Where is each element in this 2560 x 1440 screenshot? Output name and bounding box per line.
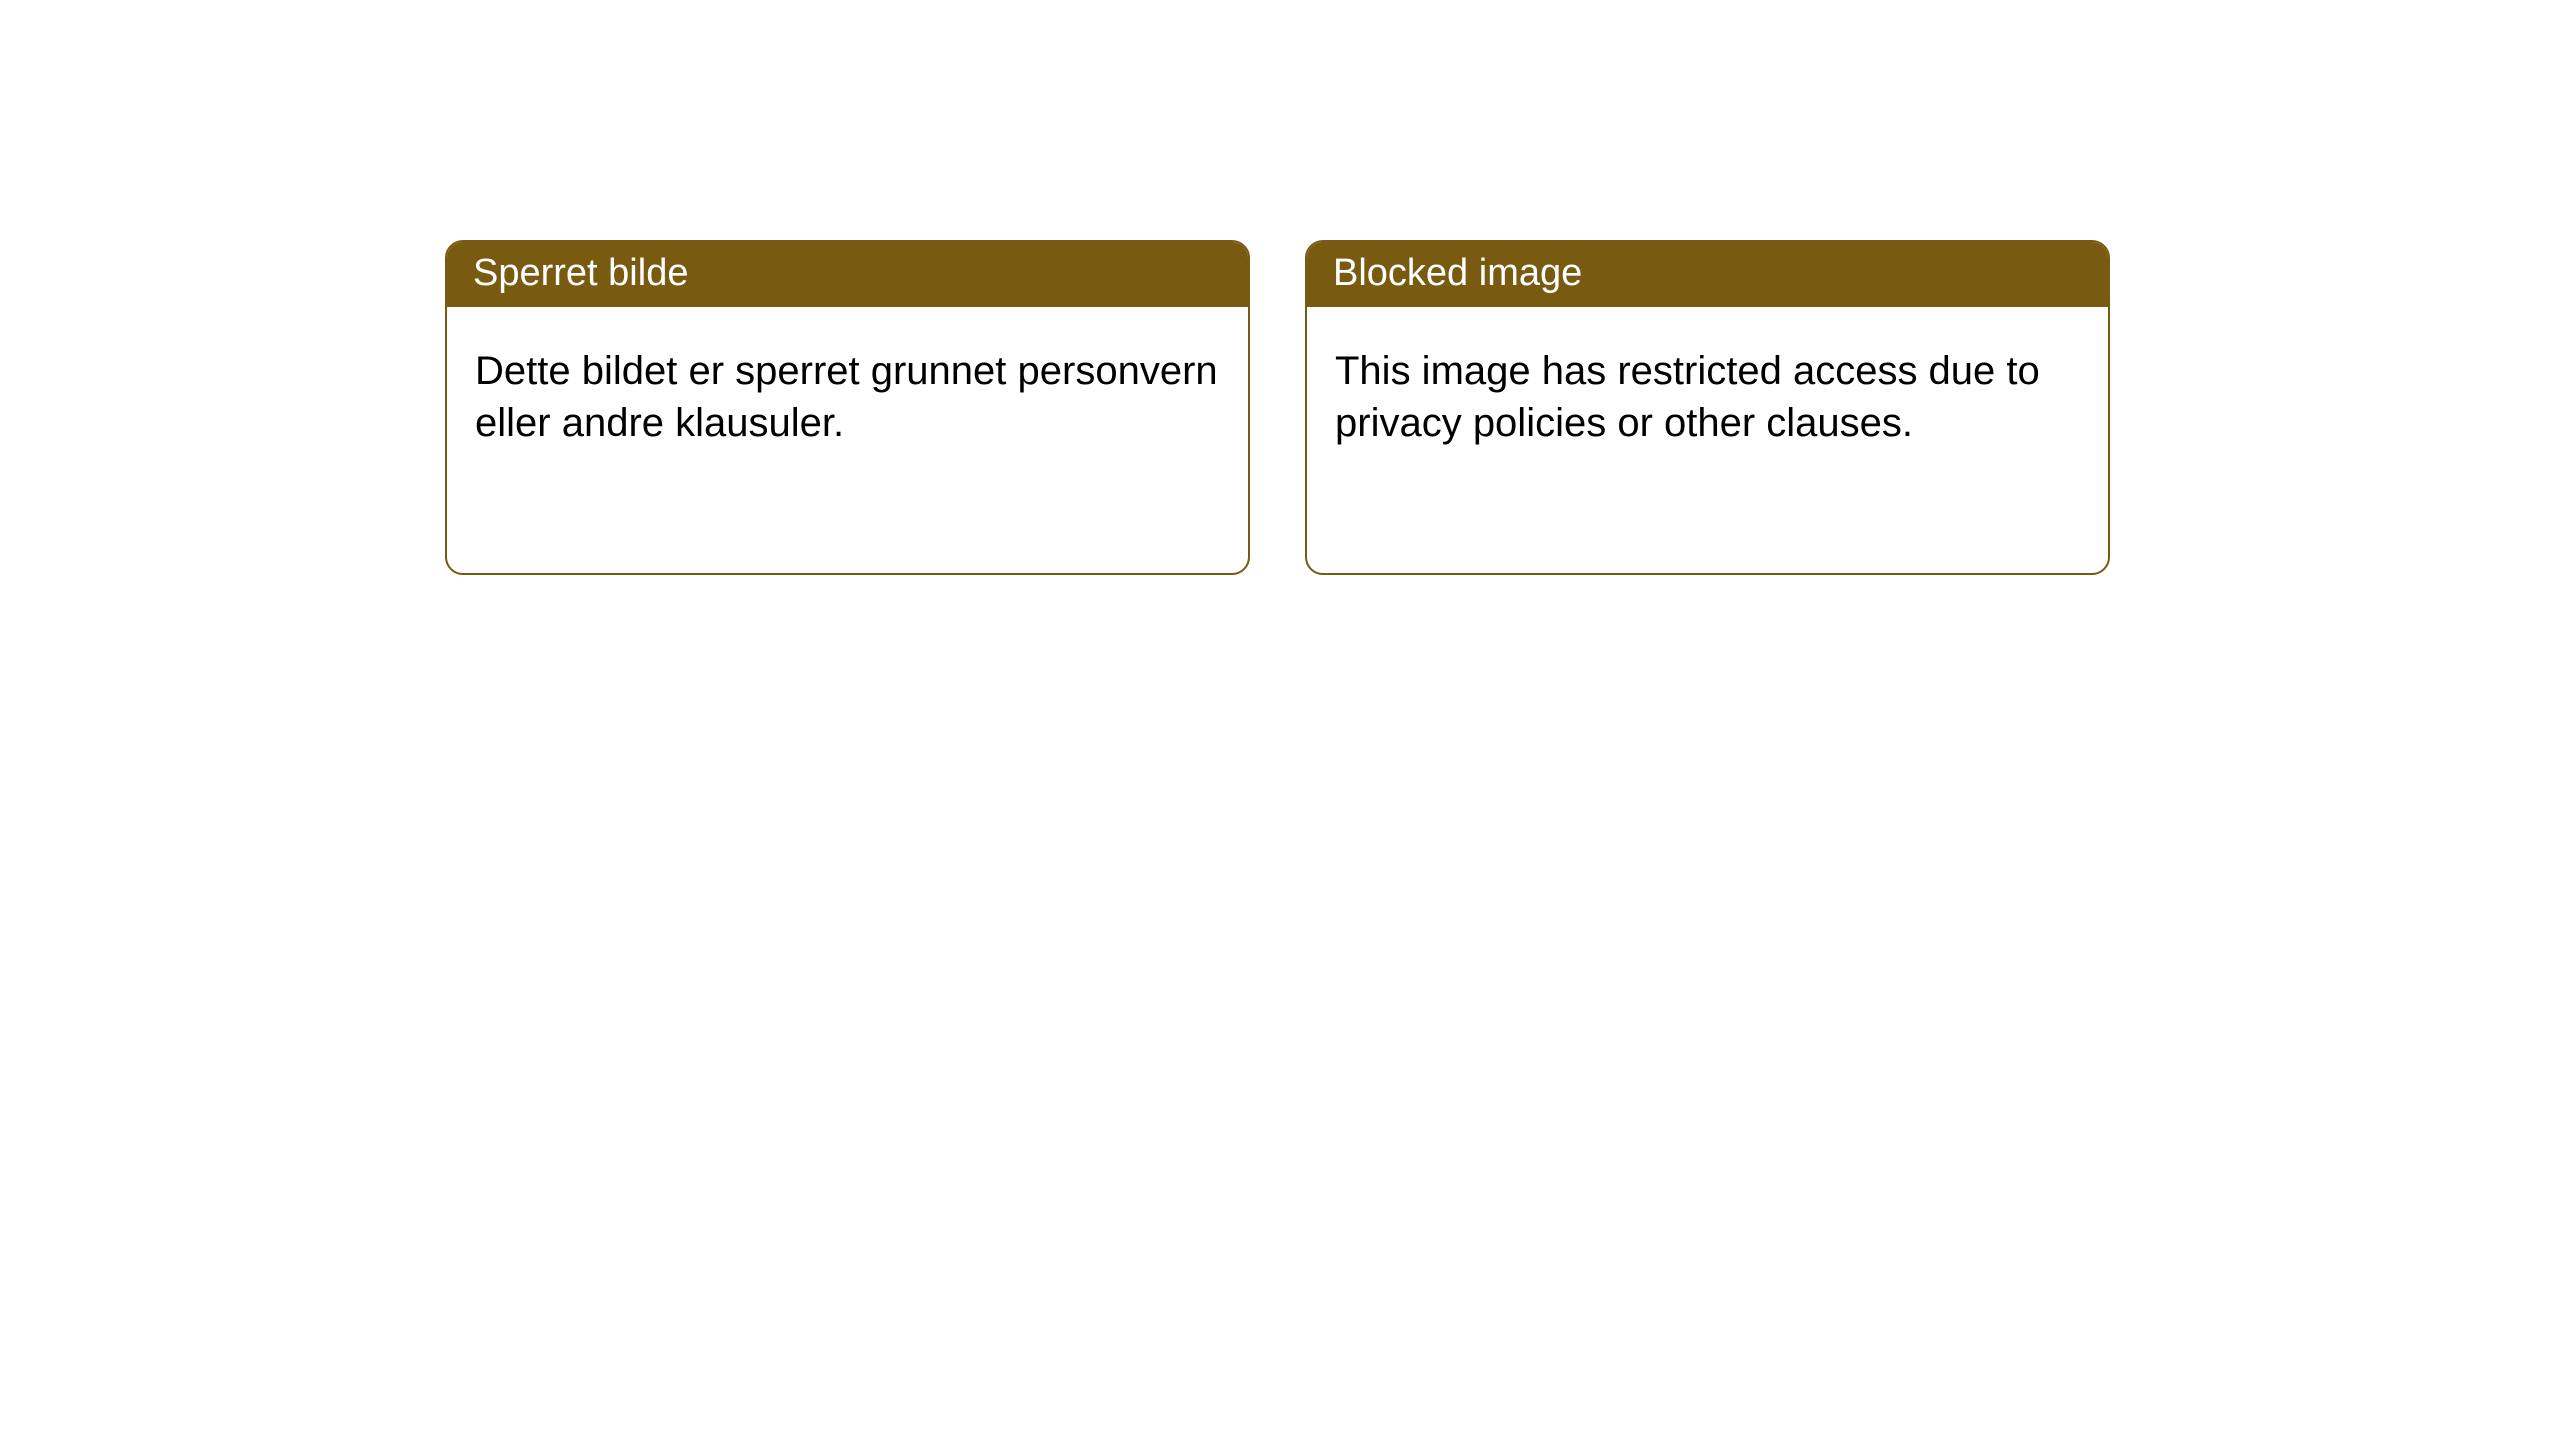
notice-title: Sperret bilde [447,242,1248,307]
notice-body: This image has restricted access due to … [1307,307,2108,487]
notice-card-norwegian: Sperret bilde Dette bildet er sperret gr… [445,240,1250,575]
notice-body: Dette bildet er sperret grunnet personve… [447,307,1248,487]
notice-card-english: Blocked image This image has restricted … [1305,240,2110,575]
notices-container: Sperret bilde Dette bildet er sperret gr… [0,0,2560,575]
notice-title: Blocked image [1307,242,2108,307]
